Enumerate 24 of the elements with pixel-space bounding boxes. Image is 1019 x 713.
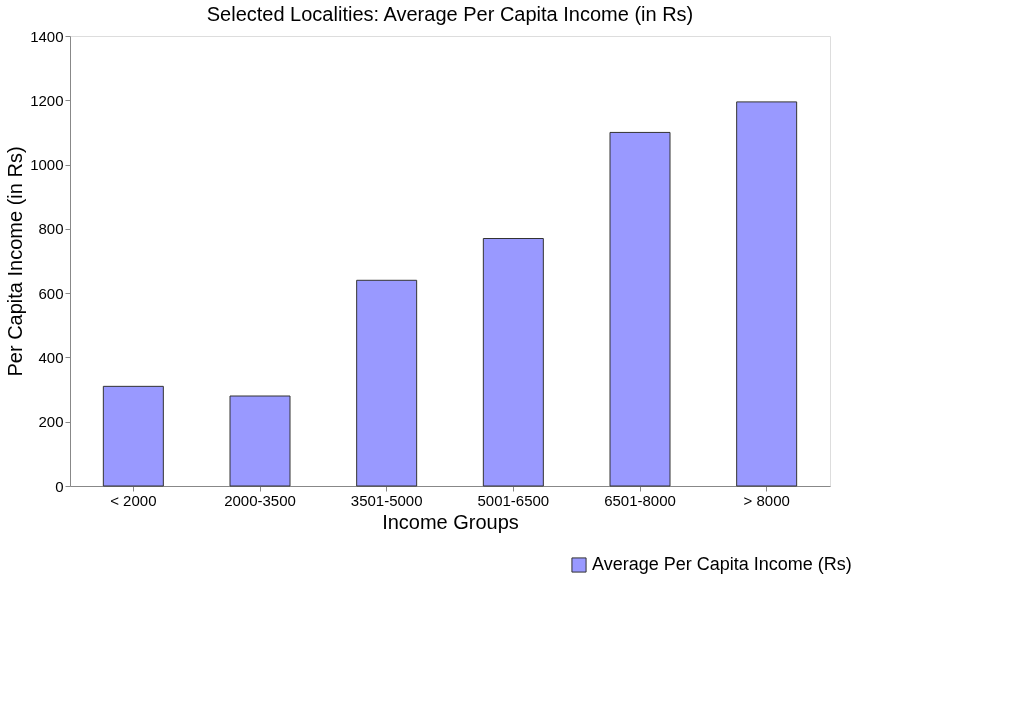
bar [229,395,291,487]
x-tick-label: < 2000 [110,491,157,509]
bar [356,279,418,487]
x-tick-label: 5001-6500 [477,491,550,509]
bar [736,101,798,487]
x-tick-label: > 8000 [743,491,790,509]
x-tick-label: 2000-3500 [224,491,296,509]
x-tick-label: 3501-5000 [350,491,423,509]
y-tick-label: 200 [38,413,64,431]
legend-label: Average Per Capita Income (Rs) [592,554,852,574]
y-tick-label: 800 [38,220,64,238]
y-tick-label: 400 [38,348,64,366]
y-tick-label: 0 [55,477,64,495]
y-tick-label: 1400 [30,27,64,45]
y-tick-label: 1200 [30,91,64,109]
x-tick-label: 6501-8000 [604,491,676,509]
x-axis-title: Income Groups [382,510,519,533]
y-tick-label: 1000 [30,156,64,174]
y-tick-label: 600 [38,284,64,302]
y-axis-title: Per Capita Income (in Rs) [4,146,27,377]
chart-title: Selected Localities: Average Per Capita Income (in Rs) [206,3,694,25]
bar [482,238,544,487]
bar [102,385,164,487]
bar [609,131,671,487]
